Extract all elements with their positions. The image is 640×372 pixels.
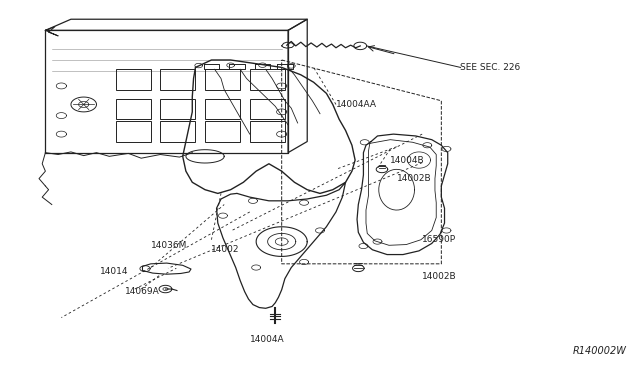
Text: R140002W: R140002W: [573, 346, 627, 356]
Bar: [250, 99, 285, 119]
Bar: [250, 121, 285, 141]
Text: 14069A: 14069A: [125, 287, 160, 296]
Bar: [205, 121, 240, 141]
Text: 14036M: 14036M: [151, 241, 187, 250]
Bar: [116, 69, 151, 90]
Bar: [161, 69, 195, 90]
Bar: [161, 99, 195, 119]
Bar: [116, 99, 151, 119]
Bar: [205, 99, 240, 119]
Text: 14004B: 14004B: [390, 155, 425, 164]
Text: 14004A: 14004A: [250, 335, 284, 344]
Text: 14002: 14002: [211, 244, 240, 253]
Text: 16590P: 16590P: [422, 235, 456, 244]
Text: 14014: 14014: [100, 267, 128, 276]
Bar: [161, 121, 195, 141]
Text: 14002B: 14002B: [397, 174, 431, 183]
Bar: [116, 121, 151, 141]
Bar: [205, 69, 240, 90]
Text: 14002B: 14002B: [422, 272, 457, 281]
Bar: [250, 69, 285, 90]
Text: 14004AA: 14004AA: [336, 100, 377, 109]
Text: SEE SEC. 226: SEE SEC. 226: [461, 63, 521, 72]
